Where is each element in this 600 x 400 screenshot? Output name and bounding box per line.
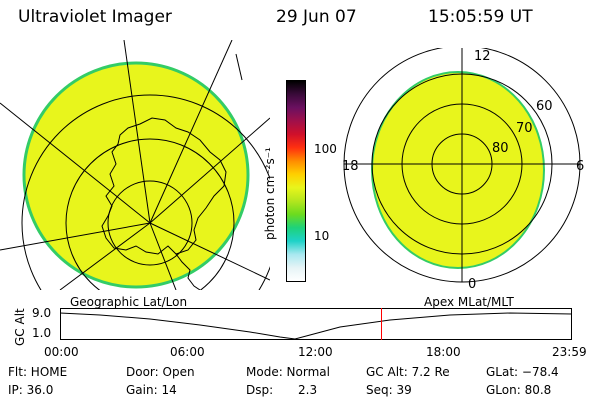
mlt-label-18: 18 [342,159,359,174]
orbit-x-tick-1200: 12:00 [298,345,333,359]
mode-status: Mode: Normal [246,365,330,379]
apex-polar-plot: 12 18 6 0 60 70 80 [342,48,584,288]
orbit-x-tick-1800: 18:00 [426,345,461,359]
colorbar-unit-label: photon cm⁻²s⁻¹ [263,147,277,240]
lat-label-70: 70 [516,121,533,136]
dsp-label: Dsp: [246,383,274,397]
colorbar-tick-10: 10 [314,229,330,243]
mlt-label-12: 12 [474,49,491,64]
gc-alt-status: GC Alt: 7.2 Re [366,365,450,379]
orbit-x-tick-0000: 00:00 [44,345,79,359]
orbit-x-tick-2359: 23:59 [552,345,587,359]
glat-status: GLat: −78.4 [486,365,559,379]
door-status: Door: Open [126,365,195,379]
lat-label-80: 80 [492,141,509,156]
colorbar [286,80,306,282]
glon-status: GLon: 80.8 [486,383,552,397]
orbit-label-geographic: Geographic Lat/Lon [70,295,188,309]
polar-grid [343,48,581,283]
antarctica-coastline [101,117,227,255]
time-label: 15:05:59 UT [428,7,533,27]
orbit-label-apex: Apex MLat/MLT [424,295,514,309]
flight-status: Flt: HOME [8,365,68,379]
orbit-y-tick-9: 9.0 [32,306,52,320]
peninsula-coastline [175,253,201,290]
geographic-grid [0,40,270,290]
orbit-altitude-curve [60,312,572,340]
date-label: 29 Jun 07 [276,7,357,27]
uv-image-disk [22,61,250,289]
seq-status: Seq: 39 [366,383,412,397]
geographic-image-map [0,40,270,290]
orbit-y-axis-label: GC Alt [13,308,27,346]
colorbar-tick-100: 100 [314,142,337,156]
mlt-label-0: 0 [468,277,476,288]
gain-status: Gain: 14 [126,383,177,397]
dsp-value: 2.3 [298,383,318,397]
instrument-title: Ultraviolet Imager [18,7,172,27]
ip-status: IP: 36.0 [8,383,54,397]
orbit-altitude-plot [60,308,572,340]
orbit-y-tick-1: 1.0 [32,326,52,340]
mlt-label-6: 6 [576,159,584,174]
orbit-x-tick-0600: 06:00 [170,345,205,359]
lat-label-60: 60 [536,99,553,114]
